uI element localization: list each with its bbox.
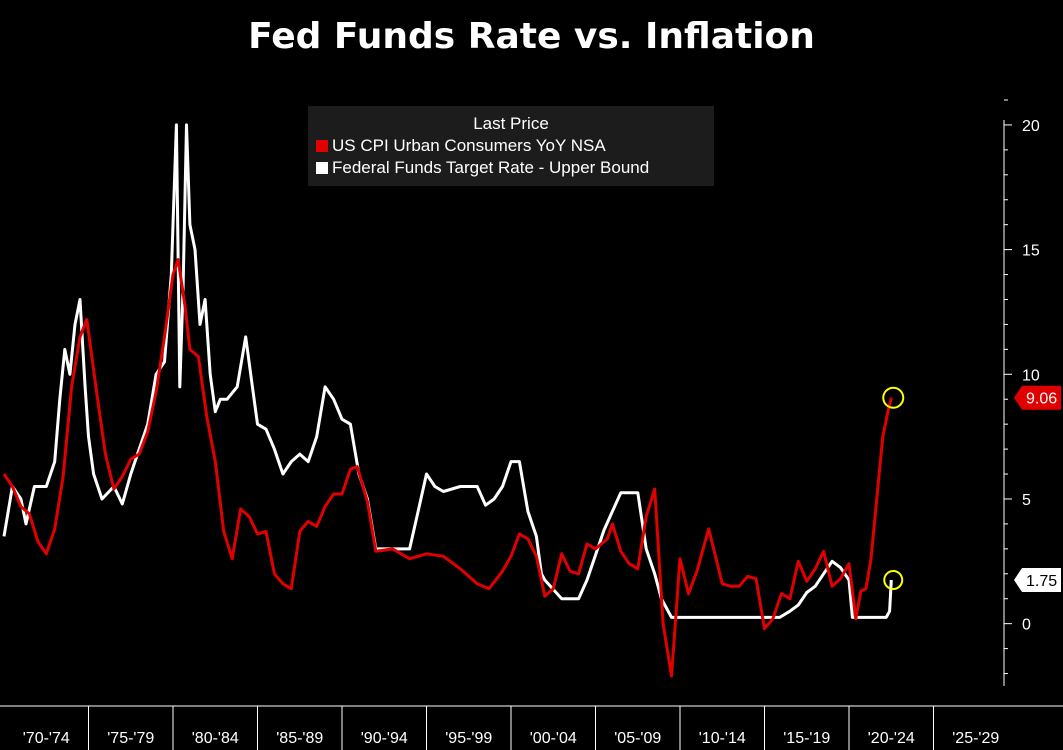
- y-axis: 0 5 10 15 20: [1003, 99, 1040, 686]
- legend-label-cpi: US CPI Urban Consumers YoY NSA: [332, 136, 606, 155]
- y-tick-label: 20: [1022, 118, 1040, 135]
- y-tick-label: 15: [1022, 243, 1040, 260]
- legend-header: Last Price: [473, 114, 549, 133]
- marker-layer: 9.06 1.75: [882, 385, 1061, 593]
- x-tick-label: '95-'99: [445, 730, 492, 747]
- cpi-last-price-badge-label: 9.06: [1026, 391, 1057, 408]
- legend-item-cpi: US CPI Urban Consumers YoY NSA: [316, 136, 606, 156]
- cpi-inflation-line: [2, 258, 893, 678]
- x-tick-label: '10-'14: [699, 730, 746, 747]
- x-axis: '70-'74 '75-'79 '80-'84 '85-'89 '90-'94 '95-'…: [0, 705, 1063, 750]
- chart-title: Fed Funds Rate vs. Inflation: [248, 16, 815, 57]
- x-tick-label: '25-'29: [952, 730, 999, 747]
- series-layer: [2, 123, 893, 678]
- fed-last-price-badge: [1014, 568, 1061, 593]
- x-tick-label: '00-'04: [530, 730, 577, 747]
- x-tick-label: '70-'74: [23, 730, 70, 747]
- x-tick-label: '15-'19: [783, 730, 830, 747]
- legend-swatch-cpi: [316, 140, 328, 152]
- fed-funds-rate-line: [2, 123, 893, 619]
- legend: Last Price US CPI Urban Consumers YoY NS…: [308, 106, 714, 186]
- legend-label-fed: Federal Funds Target Rate - Upper Bound: [332, 158, 650, 177]
- y-tick-label: 0: [1022, 617, 1031, 634]
- fed-last-price-badge-label: 1.75: [1026, 573, 1057, 590]
- fed-highlight-circle: [883, 570, 904, 591]
- y-tick-label: 10: [1022, 367, 1040, 384]
- legend-swatch-fed: [316, 162, 328, 174]
- x-tick-label: '85-'89: [276, 730, 323, 747]
- x-tick-label: '20-'24: [868, 730, 915, 747]
- x-tick-label: '05-'09: [614, 730, 661, 747]
- x-tick-label: '90-'94: [361, 730, 408, 747]
- y-tick-label: 5: [1022, 492, 1031, 509]
- cpi-last-price-badge: [1014, 385, 1061, 410]
- x-tick-label: '75-'79: [107, 730, 154, 747]
- x-tick-label: '80-'84: [192, 730, 239, 747]
- cpi-highlight-circle: [882, 386, 905, 409]
- legend-item-fed: Federal Funds Target Rate - Upper Bound: [316, 158, 649, 178]
